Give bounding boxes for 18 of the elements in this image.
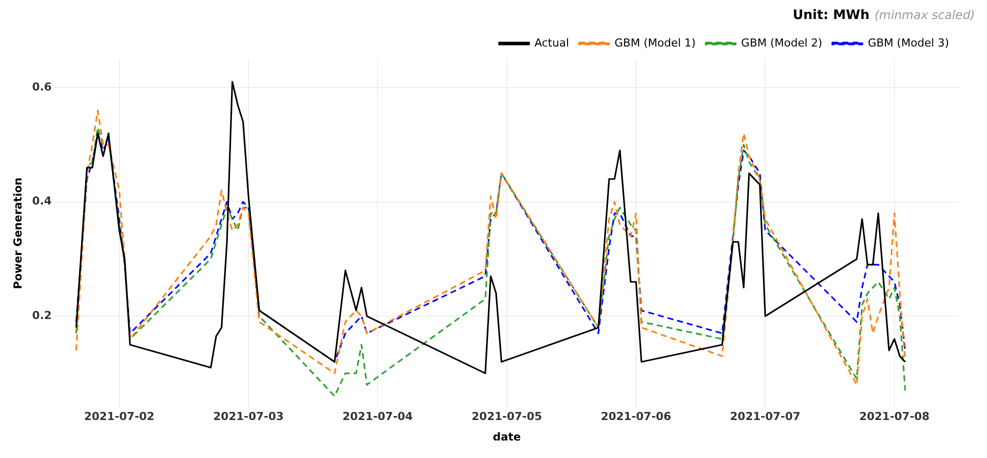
x-tick-label: 2021-07-05 — [472, 410, 542, 424]
y-axis-title: Power Generation — [11, 178, 24, 290]
chart-subtitle: (minmax scaled) — [874, 8, 975, 22]
x-tick-label: 2021-07-04 — [342, 410, 414, 424]
legend-label: GBM (Model 2) — [741, 36, 822, 50]
legend-label: Actual — [534, 36, 570, 50]
x-tick-label: 2021-07-02 — [84, 410, 154, 424]
x-tick-label: 2021-07-07 — [730, 410, 800, 424]
y-tick-label: 0.4 — [32, 194, 52, 208]
x-tick-label: 2021-07-03 — [213, 410, 284, 424]
x-tick-label: 2021-07-08 — [859, 410, 930, 424]
y-tick-label: 0.6 — [32, 80, 52, 94]
x-axis-title: date — [492, 430, 521, 444]
x-tick-label: 2021-07-06 — [600, 410, 672, 424]
y-tick-label: 0.2 — [32, 309, 52, 322]
legend-label: GBM (Model 1) — [614, 36, 696, 50]
legend-label: GBM (Model 3) — [868, 36, 950, 50]
chart-title: Unit: MWh — [792, 8, 870, 23]
